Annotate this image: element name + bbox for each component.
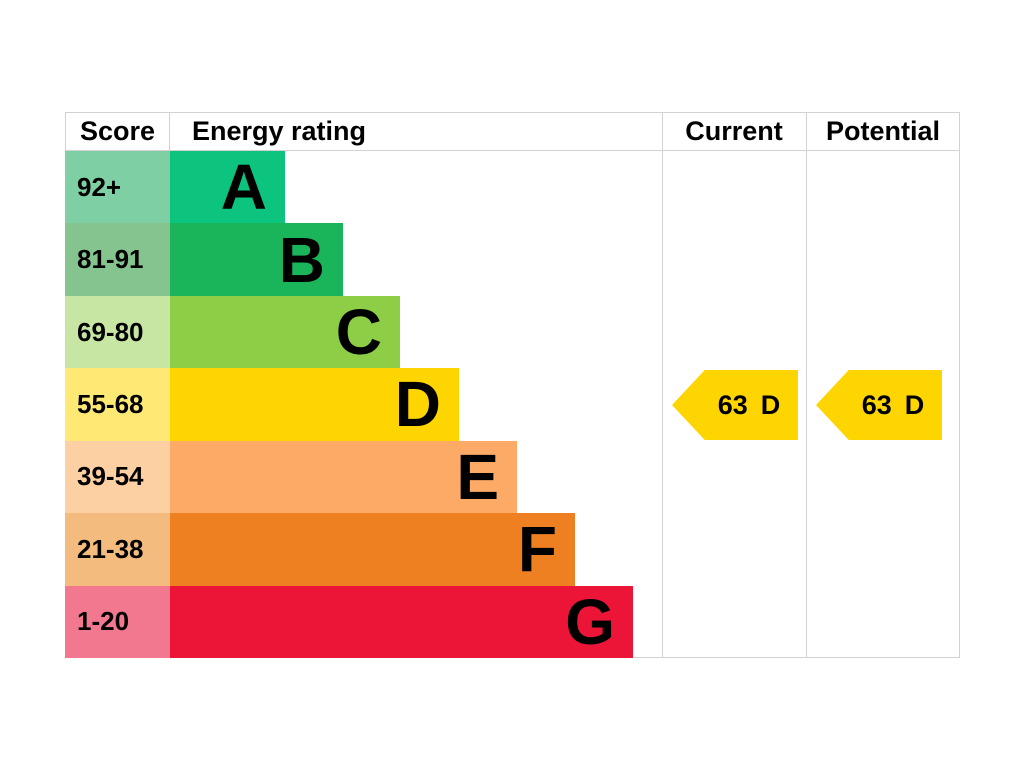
epc-rating-chart: Score Energy rating Current Potential 92… (65, 112, 960, 658)
band-bar-e: E (170, 440, 517, 514)
band-bar-g: G (170, 585, 633, 658)
band-score-e: 39-54 (65, 440, 170, 514)
band-letter-e: E (456, 440, 499, 513)
band-bar-d: D (170, 368, 459, 441)
band-letter-d: D (394, 368, 441, 441)
divider-right-edge (959, 113, 960, 657)
band-score-d: 55-68 (65, 368, 170, 441)
band-bar-c: C (170, 295, 400, 369)
band-letter-g: G (565, 585, 615, 658)
header-score: Score (65, 113, 170, 150)
band-score-f: 21-38 (65, 513, 170, 586)
header-current: Current (685, 116, 783, 146)
band-letter-b: B (278, 223, 325, 296)
band-bar-a: A (170, 151, 285, 224)
current-rating-band: D (760, 389, 781, 420)
band-bar-b: B (170, 223, 343, 296)
band-letter-a: A (220, 151, 267, 224)
band-letter-c: C (335, 296, 382, 369)
band-bar-f: F (170, 513, 575, 586)
band-row-c: 69-80 C (65, 295, 662, 369)
header-potential: Potential (825, 116, 940, 146)
band-score-a: 92+ (65, 151, 170, 224)
band-row-f: 21-38 F (65, 513, 662, 586)
chart-header-row: Score Energy rating Current Potential (65, 113, 960, 151)
band-row-b: 81-91 B (65, 223, 662, 296)
divider-potential-column (806, 113, 807, 657)
header-energy-rating: Energy rating (192, 116, 367, 146)
band-letter-f: F (517, 513, 557, 586)
band-row-g: 1-20 G (65, 585, 662, 658)
current-rating-value: 63 (717, 389, 748, 420)
divider-current-column (662, 113, 663, 657)
potential-rating-arrow: 63 D (816, 370, 942, 440)
band-row-e: 39-54 E (65, 440, 662, 514)
band-row-d: 55-68 D (65, 368, 662, 441)
potential-rating-value: 63 (861, 389, 892, 420)
band-score-b: 81-91 (65, 223, 170, 296)
band-score-c: 69-80 (65, 295, 170, 369)
potential-rating-band: D (904, 389, 925, 420)
band-score-g: 1-20 (65, 585, 170, 658)
band-row-a: 92+ A (65, 151, 662, 224)
current-rating-arrow: 63 D (672, 370, 798, 440)
band-rows: 92+ A 81-91 B 69-80 C 55-68 D 39-54 (65, 151, 662, 658)
